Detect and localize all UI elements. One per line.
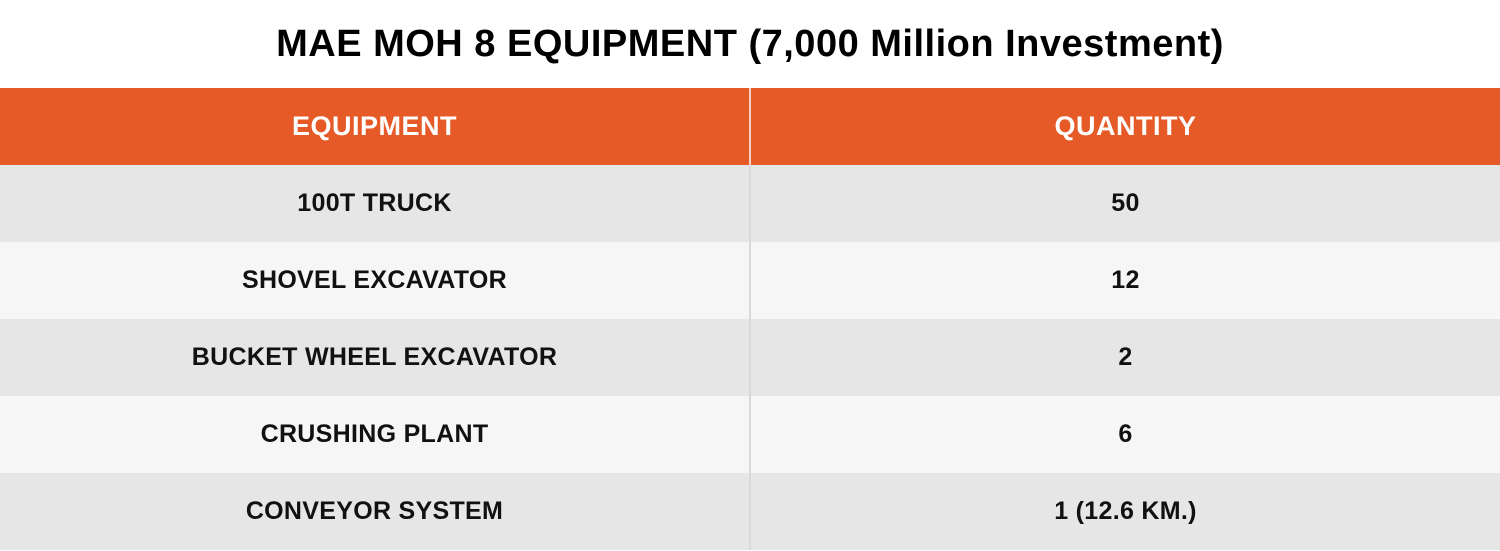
quantity-cell: 50 (750, 165, 1500, 242)
table-row: BUCKET WHEEL EXCAVATOR 2 (0, 319, 1500, 396)
equipment-cell: CRUSHING PLANT (0, 396, 751, 473)
table-row: SHOVEL EXCAVATOR 12 (0, 242, 1500, 319)
header-quantity: QUANTITY (750, 88, 1500, 165)
equipment-table: EQUIPMENT QUANTITY 100T TRUCK 50 SHOVEL … (0, 88, 1500, 550)
page-title: MAE MOH 8 EQUIPMENT (7,000 Million Inves… (276, 22, 1224, 65)
equipment-cell: CONVEYOR SYSTEM (0, 473, 751, 550)
quantity-cell: 12 (750, 242, 1500, 319)
quantity-cell: 6 (750, 396, 1500, 473)
quantity-cell: 2 (750, 319, 1500, 396)
table-row: CRUSHING PLANT 6 (0, 396, 1500, 473)
header-equipment: EQUIPMENT (0, 88, 751, 165)
equipment-cell: 100T TRUCK (0, 165, 751, 242)
table-row: CONVEYOR SYSTEM 1 (12.6 KM.) (0, 473, 1500, 550)
table-header-row: EQUIPMENT QUANTITY (0, 88, 1500, 165)
quantity-cell: 1 (12.6 KM.) (750, 473, 1500, 550)
equipment-cell: BUCKET WHEEL EXCAVATOR (0, 319, 751, 396)
table-row: 100T TRUCK 50 (0, 165, 1500, 242)
equipment-cell: SHOVEL EXCAVATOR (0, 242, 751, 319)
